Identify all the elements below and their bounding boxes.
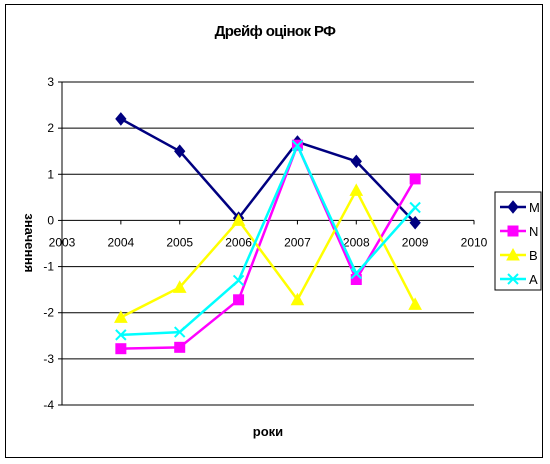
series-n-point-2009	[409, 173, 421, 185]
chart-frame	[5, 4, 543, 458]
series-m-point-2005	[174, 144, 186, 158]
y-tick-label--3: -3	[43, 352, 54, 366]
legend-a-marker	[507, 273, 519, 285]
series-b-line	[120, 189, 417, 319]
series-m-point-2004	[115, 112, 127, 126]
series-b-point-2008	[349, 183, 364, 196]
series-b-point-2007	[290, 292, 305, 306]
series-m	[115, 112, 421, 230]
series-group	[114, 112, 422, 355]
x-tick-label-2010: 2010	[461, 235, 488, 249]
series-n	[115, 139, 421, 355]
y-tick-label--2: -2	[43, 306, 54, 320]
legend-b-label: B	[529, 248, 538, 263]
x-tick-label-2003: 2003	[49, 235, 76, 249]
series-a-point-2009	[409, 201, 421, 214]
series-b-point-2004	[114, 310, 128, 323]
y-tick-label-0: 0	[47, 213, 54, 227]
y-axis-title: значення	[22, 213, 37, 272]
series-a-line	[120, 144, 417, 337]
series-n-point-2004	[115, 343, 127, 355]
series-b-point-2005	[172, 280, 187, 293]
x-tick-labels: 2003 2004 2005 2006 2007 2008 2009 2010	[49, 235, 488, 249]
legend-item-m: M	[500, 200, 540, 215]
series-a-point-2007	[291, 139, 304, 152]
y-tick-labels: -4 -3 -2 -1 0 1 2 3	[43, 75, 54, 412]
x-tick-label-2007: 2007	[284, 235, 311, 249]
x-tick-label-2006: 2006	[225, 235, 252, 249]
series-a-point-2004-b	[115, 329, 127, 341]
legend-a-marker-b	[507, 273, 519, 285]
series-n-point-2005	[174, 341, 186, 353]
legend-m-marker	[507, 200, 519, 214]
legend-n-label: N	[529, 224, 538, 239]
series-a-point-2006	[232, 274, 245, 287]
y-tick-label-3: 3	[47, 75, 54, 89]
x-axis-title: роки	[253, 424, 283, 439]
legend-item-a: A	[500, 272, 538, 287]
x-tick-label-2004: 2004	[108, 235, 135, 249]
legend-b-marker	[506, 247, 520, 261]
series-a-point-2006-b	[232, 274, 245, 287]
series-a-point-2008	[350, 267, 362, 280]
series-a	[115, 139, 421, 341]
legend-a-label: A	[529, 272, 538, 287]
x-tick-label-2009: 2009	[402, 235, 429, 249]
series-m-point-2009	[409, 215, 421, 230]
series-b-point-2006	[231, 213, 246, 226]
legend-m-label: M	[529, 200, 540, 215]
y-tick-label-2: 2	[47, 121, 54, 135]
x-tick-label-2005: 2005	[166, 235, 193, 249]
series-a-point-2005	[174, 326, 186, 338]
series-m-line	[120, 117, 417, 224]
legend-n-marker	[507, 225, 519, 237]
series-a-point-2004	[115, 329, 127, 341]
series-a-point-2005-b	[174, 326, 186, 338]
x-tick-label-2008: 2008	[343, 235, 370, 249]
grid-lines	[62, 81, 474, 406]
series-b	[114, 183, 422, 323]
chart-title: Дрейф оцінок РФ	[215, 23, 337, 40]
y-tick-label--4: -4	[43, 398, 54, 412]
y-tick-label-1: 1	[47, 167, 54, 181]
series-b-point-2009	[408, 297, 422, 310]
y-tick-label--1: -1	[43, 260, 54, 274]
series-m-point-2008	[350, 154, 362, 169]
legend-box	[494, 191, 542, 291]
legend-item-n: N	[500, 224, 538, 239]
series-a-point-2009-b	[409, 201, 421, 214]
legend-item-b: B	[500, 247, 538, 263]
series-a-point-2007-b	[291, 139, 304, 152]
series-a-point-2008-b	[350, 267, 362, 280]
series-n-point-2006	[233, 294, 245, 306]
